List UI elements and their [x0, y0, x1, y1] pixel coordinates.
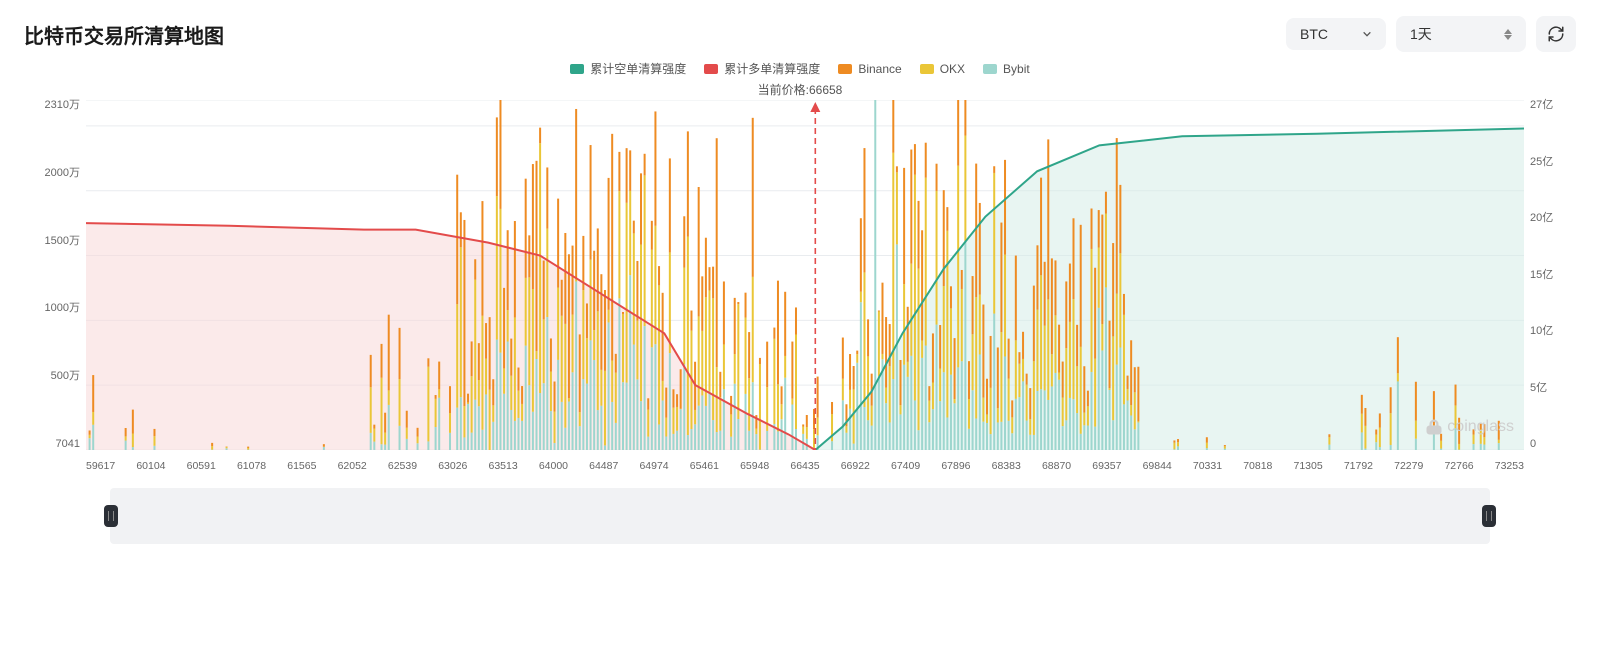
refresh-icon — [1547, 25, 1565, 43]
current-price-label: 当前价格:66658 — [24, 81, 1576, 98]
chart-svg — [86, 100, 1524, 450]
legend-item[interactable]: Bybit — [983, 60, 1030, 77]
chart-legend: 累计空单清算强度 累计多单清算强度 Binance OKX Bybit — [24, 60, 1576, 77]
legend-item[interactable]: OKX — [920, 60, 965, 77]
page-title: 比特币交易所清算地图 — [24, 20, 224, 49]
range-brush[interactable] — [110, 488, 1490, 544]
asset-selector[interactable]: BTC — [1286, 18, 1386, 50]
legend-label: 累计空单清算强度 — [590, 60, 686, 77]
chevron-down-icon — [1362, 29, 1372, 39]
legend-item[interactable]: 累计空单清算强度 — [570, 60, 686, 77]
chart-area[interactable]: 2310万2000万1500万1000万500万7041 27亿25亿20亿15… — [86, 100, 1524, 480]
legend-swatch — [570, 64, 584, 74]
brush-handle-right[interactable] — [1482, 505, 1496, 527]
legend-item[interactable]: Binance — [838, 60, 901, 77]
timeframe-selector[interactable]: 1天 — [1396, 16, 1526, 52]
refresh-button[interactable] — [1536, 16, 1576, 52]
chart-controls: BTC 1天 — [1286, 16, 1576, 52]
x-axis: 5961760104605916107861565620526253963026… — [86, 460, 1524, 472]
legend-swatch — [838, 64, 852, 74]
legend-swatch — [920, 64, 934, 74]
legend-swatch — [704, 64, 718, 74]
y-axis-right: 27亿25亿20亿15亿10亿5亿0 — [1530, 100, 1576, 450]
asset-selector-value: BTC — [1300, 26, 1328, 42]
legend-label: Bybit — [1003, 62, 1030, 76]
y-axis-left: 2310万2000万1500万1000万500万7041 — [24, 100, 80, 450]
brush-handle-left[interactable] — [104, 505, 118, 527]
timeframe-selector-value: 1天 — [1410, 24, 1432, 44]
stepper-icon — [1504, 29, 1512, 40]
legend-swatch — [983, 64, 997, 74]
legend-label: OKX — [940, 62, 965, 76]
legend-label: Binance — [858, 62, 901, 76]
legend-label: 累计多单清算强度 — [724, 60, 820, 77]
legend-item[interactable]: 累计多单清算强度 — [704, 60, 820, 77]
